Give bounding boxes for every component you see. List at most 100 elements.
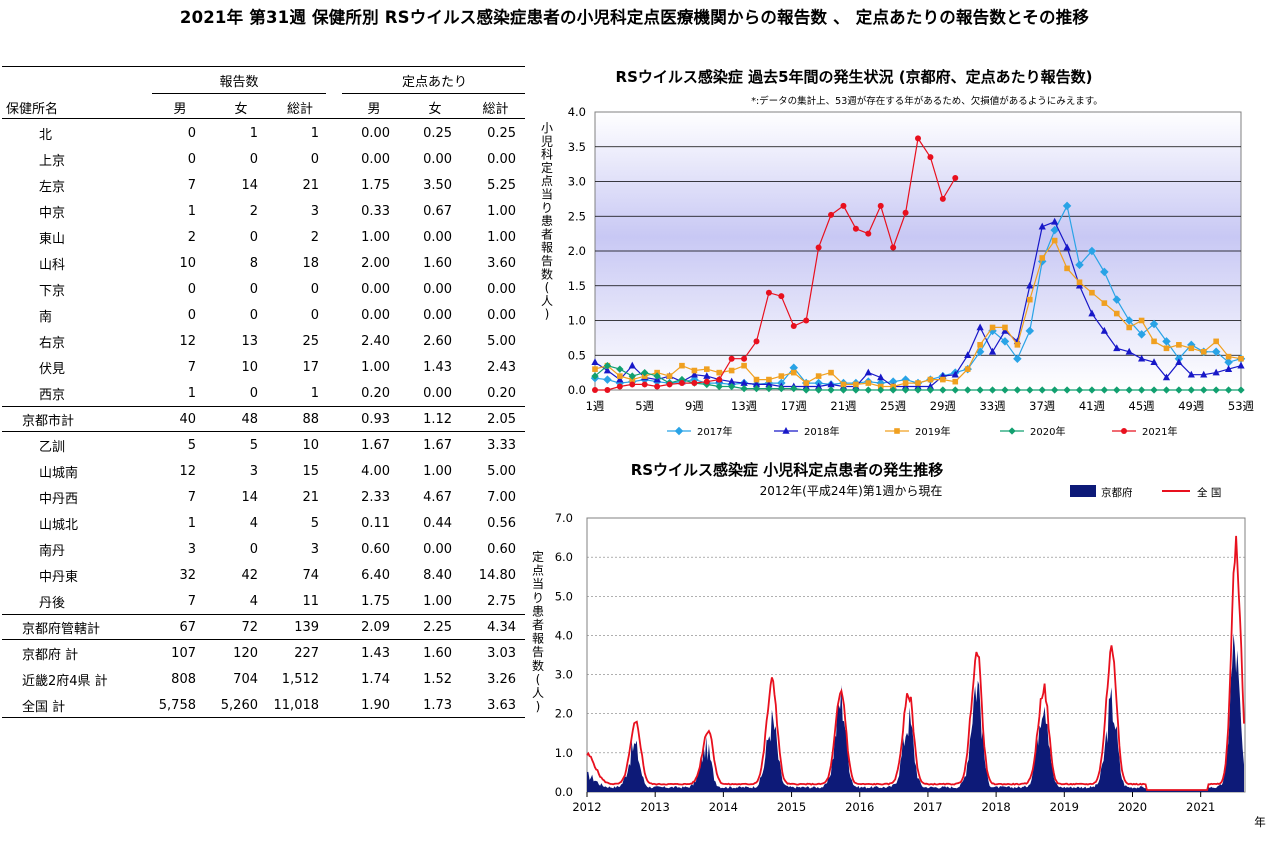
cell-per-male: 0.00	[361, 125, 391, 141]
chart1-point	[616, 365, 624, 373]
chart1-ylabel-char: )	[545, 307, 550, 321]
cell-per-male: 0.00	[361, 151, 391, 167]
chart2-ytick-label: 2.0	[555, 707, 573, 721]
chart1-xtick-label: 1週	[586, 399, 605, 413]
chart1-point	[678, 380, 685, 387]
cell-male: 7	[187, 593, 196, 609]
cell-female: 14	[241, 489, 258, 505]
cell-total: 139	[294, 619, 320, 635]
cell-name: 京都府管轄計	[22, 621, 101, 637]
chart1-point	[741, 362, 747, 369]
cell-male: 808	[171, 671, 196, 687]
chart1-point	[603, 366, 612, 374]
chart2-xtick-label: 2012	[572, 800, 601, 814]
chart1-point	[1150, 358, 1158, 365]
chart1-xtick-label: 13週	[731, 399, 758, 413]
header-per-total: 総計	[482, 101, 509, 117]
table-row: 山科 10 8 18 2.00 1.60 3.60	[2, 250, 525, 276]
chart1-ylabel-char: 患	[541, 214, 553, 228]
table-row: 中京 1 2 3 0.33 0.67 1.00	[2, 198, 525, 224]
chart1-point	[617, 373, 623, 379]
chart1-point	[1064, 265, 1070, 272]
chart1-ylabel-char: 小	[541, 121, 553, 135]
cell-per-total: 0.20	[487, 385, 517, 401]
chart1-point	[741, 355, 748, 362]
table-row: 近畿2府4県 計 808 704 1,512 1.74 1.52 3.26	[2, 666, 525, 692]
chart1-ylabel-char: (	[545, 281, 550, 295]
chart1-point	[840, 202, 847, 209]
cell-per-male: 1.00	[361, 229, 391, 245]
chart1-ytick-label: 1.0	[568, 314, 586, 328]
chart1-point	[853, 381, 859, 388]
chart2-legend: 京都府 全 国	[1070, 485, 1221, 499]
chart1-point	[1000, 337, 1010, 346]
chart2-ytick-label: 6.0	[555, 550, 573, 564]
chart1-ylabel-char: 告	[541, 254, 553, 268]
cell-total: 10	[302, 437, 320, 453]
chart1-legend-label: 2018年	[804, 425, 839, 438]
chart1-point	[782, 427, 790, 434]
chart1-point	[1200, 386, 1208, 394]
cell-name: 伏見	[39, 361, 66, 377]
chart1-point	[1076, 279, 1083, 286]
chart1-point	[1039, 255, 1046, 261]
chart1-point	[1051, 237, 1058, 244]
chart1-point	[815, 373, 822, 379]
cell-male: 0	[187, 307, 196, 323]
chart1-point	[864, 386, 872, 394]
chart1-point	[1101, 300, 1108, 306]
chart1-point	[728, 355, 735, 362]
chart1-point	[752, 384, 761, 393]
chart1-xtick-label: 29週	[930, 399, 957, 413]
header-group-reports: 報告数	[219, 74, 259, 90]
cell-name: 京都府 計	[22, 647, 79, 663]
chart1-point	[952, 175, 959, 182]
cell-per-male: 1.75	[361, 177, 391, 193]
cell-per-total: 4.34	[487, 619, 517, 635]
chart1-point	[790, 323, 797, 330]
cell-per-female: 3.50	[423, 177, 453, 193]
header-name: 保健所名	[6, 101, 59, 117]
cell-per-total: 2.05	[487, 411, 517, 427]
cell-per-male: 0.00	[361, 307, 391, 323]
chart1-ylabel-char: 科	[541, 148, 553, 162]
chart2-ytick-label: 7.0	[555, 511, 573, 525]
cell-male: 0	[187, 125, 196, 141]
chart2-xtick-label: 2019	[1050, 800, 1079, 814]
cell-per-total: 3.33	[487, 437, 517, 453]
chart1-ylabel-char: 数	[541, 266, 553, 281]
chart1-point	[802, 382, 810, 390]
cell-male: 1	[187, 203, 196, 219]
chart1-point	[691, 380, 698, 387]
chart1-point	[1162, 373, 1171, 381]
chart1-point	[666, 373, 673, 379]
cell-per-female: 0.25	[423, 125, 453, 141]
chart1-point	[828, 369, 834, 376]
chart2-series-national-line	[586, 535, 1245, 791]
chart1-point	[1008, 427, 1016, 435]
chart1-legend-item: 2021年	[1112, 425, 1177, 438]
cell-per-female: 2.25	[423, 619, 453, 635]
chart1-ytick-label: 0.0	[568, 383, 586, 397]
cell-female: 4	[249, 593, 258, 609]
cell-name: 全国 計	[22, 699, 66, 715]
chart1-point	[1038, 222, 1046, 230]
cell-total: 1	[310, 125, 320, 141]
header-per-male: 男	[367, 101, 381, 117]
cell-name: 下京	[39, 283, 66, 299]
chart1-point	[790, 384, 798, 393]
chart1-point	[864, 368, 872, 376]
cell-male: 12	[179, 333, 196, 349]
chart1-point	[778, 293, 785, 300]
chart1-point	[629, 381, 636, 388]
cell-name: 右京	[39, 335, 66, 351]
chart1-point	[616, 375, 624, 383]
cell-per-female: 0.44	[423, 515, 453, 531]
chart1-point	[1113, 386, 1121, 394]
chart1-point	[1138, 354, 1146, 362]
chart1-xtick-label: 53週	[1228, 399, 1255, 413]
chart1-point	[1175, 358, 1183, 365]
cell-female: 0	[249, 229, 258, 245]
cell-name: 上京	[39, 153, 66, 169]
chart1-ytick-label: 1.5	[568, 279, 586, 293]
